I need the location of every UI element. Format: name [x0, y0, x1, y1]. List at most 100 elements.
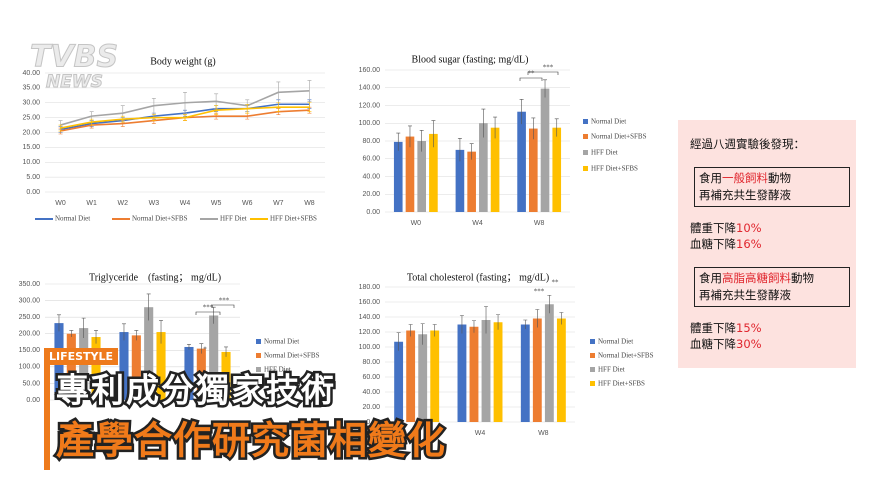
error-bar [469, 143, 474, 160]
error-bar [396, 332, 401, 351]
error-bar [224, 346, 229, 357]
error-bar [547, 294, 552, 314]
legend-label: Normal Diet [598, 338, 633, 346]
bar [467, 151, 476, 212]
bar [156, 332, 166, 400]
bar [481, 320, 491, 422]
legend-swatch [590, 339, 595, 344]
caption-line: 專利成分獨家技術 [56, 371, 336, 410]
legend-swatch [256, 353, 261, 358]
tag: LIFESTYLE [49, 350, 113, 363]
text: 動物 [768, 171, 791, 185]
text: 食用 [699, 171, 722, 185]
error-bar [493, 116, 498, 139]
bar [520, 324, 530, 422]
error-bar [186, 344, 191, 350]
annotation: *** [543, 64, 554, 72]
x-tick-label: W4 [472, 220, 483, 227]
x-tick-label: W3 [149, 200, 160, 207]
y-tick-label: 120.00 [359, 329, 381, 336]
bar [556, 318, 566, 422]
result: 體重下降15% [690, 320, 762, 336]
highlight: 15% [736, 321, 762, 335]
bar [544, 304, 554, 422]
legend-swatch [583, 166, 588, 171]
bar [209, 315, 219, 400]
error-bar [484, 306, 489, 334]
legend-label: HFF Diet+SFBS [598, 380, 645, 388]
legend-label: HFF Diet [220, 215, 247, 223]
bar [457, 324, 467, 422]
y-tick-label: 15.00 [22, 144, 40, 151]
y-tick-label: 60.00 [362, 156, 380, 163]
legend-swatch [583, 150, 588, 155]
y-tick-label: 40.00 [362, 173, 380, 180]
bar [517, 111, 526, 212]
bar [221, 351, 231, 400]
bracket [527, 71, 559, 75]
annotation: * [203, 346, 207, 354]
tag-bg [44, 348, 118, 365]
y-tick-label: 100.00 [359, 120, 381, 127]
legend-label: Normal Diet+SFBS [132, 215, 188, 223]
legend-swatch [256, 339, 261, 344]
y-tick-label: 100.00 [359, 344, 381, 351]
panel-heading: 經過八週實驗後發現： [690, 137, 805, 151]
y-tick-label: 200.00 [19, 331, 41, 338]
text: 體重下降 [690, 321, 736, 335]
y-tick-label: 20.00 [362, 191, 380, 198]
legend-label: HFF Diet [598, 366, 625, 374]
y-tick-label: 140.00 [359, 85, 381, 92]
x-tick-label: W5 [211, 200, 222, 207]
y-tick-label: 20.00 [362, 404, 380, 411]
x-tick-label: W8 [304, 200, 315, 207]
bar [417, 141, 427, 212]
bar [131, 335, 141, 400]
caption-bar [44, 365, 50, 470]
y-tick-label: 0.00 [366, 419, 380, 426]
error-bar [420, 323, 425, 345]
legend-label: Normal Diet+SFBS [598, 352, 654, 360]
y-tick-label: 20.00 [22, 129, 40, 136]
bar [119, 332, 129, 400]
text: 體重下降 [690, 221, 736, 235]
bar [528, 128, 538, 212]
y-tick-label: 5.00 [26, 174, 40, 181]
error-bar [69, 330, 74, 338]
bar [430, 330, 440, 422]
error-bar [408, 324, 413, 337]
legend-swatch [256, 381, 261, 386]
caption-line: 產學合作研究菌相變化 [56, 419, 446, 463]
y-tick-label: 60.00 [362, 374, 380, 381]
chart-title: Triglyceride (fasting； mg/dL) [89, 272, 221, 283]
error-bar [159, 320, 164, 344]
y-tick-label: 80.00 [362, 138, 380, 145]
legend-label: HFF Diet+SFBS [591, 165, 638, 173]
bar [455, 149, 465, 212]
y-tick-label: 300.00 [19, 297, 41, 304]
error-bar [146, 293, 151, 321]
bar [394, 341, 404, 422]
legend-swatch [256, 367, 261, 372]
bar [144, 307, 154, 400]
line [60, 106, 310, 129]
annotation: *** [203, 304, 214, 312]
error-bar [559, 312, 564, 325]
legend-label: Normal Diet [264, 338, 299, 346]
error-bar [554, 118, 559, 137]
y-tick-label: 0.00 [26, 397, 40, 404]
error-bar [81, 317, 86, 339]
error-bar [481, 108, 486, 138]
legend-label: HFF Diet [591, 149, 618, 157]
bar [540, 88, 550, 212]
bar [493, 322, 503, 422]
y-tick-label: 25.00 [22, 114, 40, 121]
text: 血糖下降 [690, 337, 736, 351]
legend-label: Normal Diet+SFBS [591, 133, 647, 141]
bracket [211, 304, 235, 308]
error-bar [211, 306, 216, 324]
x-tick-label: W6 [242, 200, 253, 207]
box-line: 再補充共生發酵液 [699, 188, 791, 202]
